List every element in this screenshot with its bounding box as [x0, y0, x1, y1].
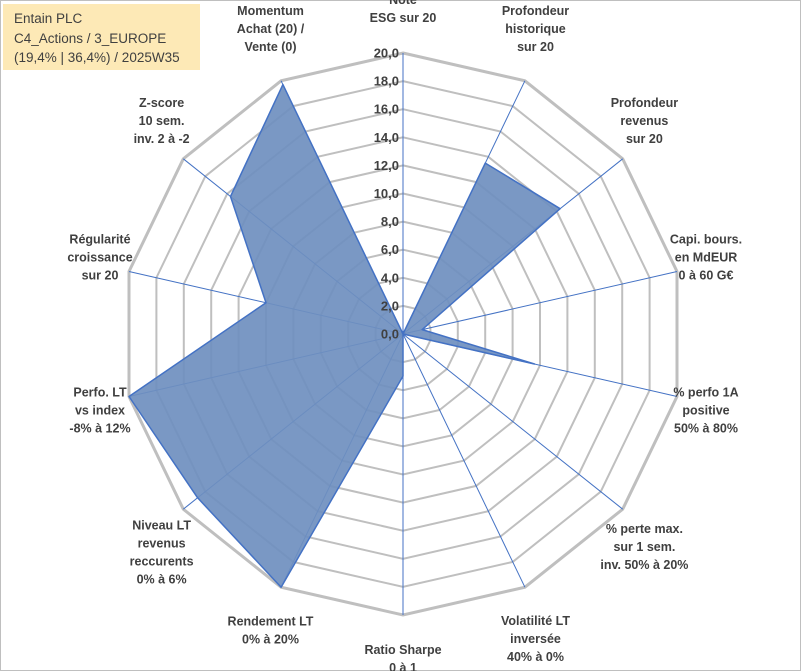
tick-label: 18,0	[374, 74, 399, 89]
company-name: Entain PLC	[14, 11, 83, 26]
tick-label: 14,0	[374, 130, 399, 145]
axis-spoke	[402, 333, 526, 588]
tick-label: 8,0	[381, 214, 399, 229]
tick-label: 4,0	[381, 270, 399, 285]
axis-label: Niveau LT revenus reccurents 0% à 6%	[130, 519, 194, 587]
axis-labels: Note ESG sur 20 Profondeur historique sur 20…	[67, 0, 742, 671]
axis-label: Régularité croissance sur 20	[67, 233, 132, 283]
axis-label: Profondeur revenus sur 20	[611, 96, 678, 146]
tick-labels: 0,0 2,0 4,0 6,0 8,0 10,0 12,0 14,0 16,0 18,0 20,0	[374, 46, 399, 342]
axis-label: Volatilité LT inversée 40% à 0%	[501, 614, 570, 664]
tick-label: 20,0	[374, 46, 399, 61]
axis-label: % perfo 1A positive 50% à 80%	[673, 386, 738, 436]
axis-label: Profondeur historique sur 20	[502, 4, 569, 54]
tick-label: 10,0	[374, 186, 399, 201]
axis-label: Perfo. LT vs index -8% à 12%	[69, 386, 130, 436]
series-area	[128, 83, 561, 588]
tick-label: 2,0	[381, 298, 399, 313]
tick-label: 6,0	[381, 242, 399, 257]
axis-label: Momentum Achat (20) / Vente (0)	[237, 4, 305, 54]
axis-label: Rendement LT 0% à 20%	[228, 615, 314, 647]
axis-label: Capi. bours. en MdEUR 0 à 60 G€	[670, 233, 742, 283]
axis-spoke	[402, 333, 624, 510]
axis-spoke	[402, 271, 678, 335]
axis-label: % perte max. sur 1 sem. inv. 50% à 20%	[600, 522, 688, 572]
stats-line: (19,4% | 36,4%) / 2025W35	[14, 50, 180, 65]
category-line: C4_Actions / 3_EUROPE	[14, 30, 167, 46]
data-series	[128, 83, 561, 588]
axis-label: Note ESG sur 20	[370, 0, 437, 25]
info-box: Entain PLC C4_Actions / 3_EUROPE (19,4% …	[3, 4, 200, 70]
tick-label: 16,0	[374, 102, 399, 117]
tick-label: 12,0	[374, 158, 399, 173]
axis-label: Z-score 10 sem. inv. 2 à -2	[134, 96, 190, 146]
axis-label: Ratio Sharpe 0 à 1	[364, 643, 441, 671]
tick-label: 0,0	[381, 327, 399, 342]
